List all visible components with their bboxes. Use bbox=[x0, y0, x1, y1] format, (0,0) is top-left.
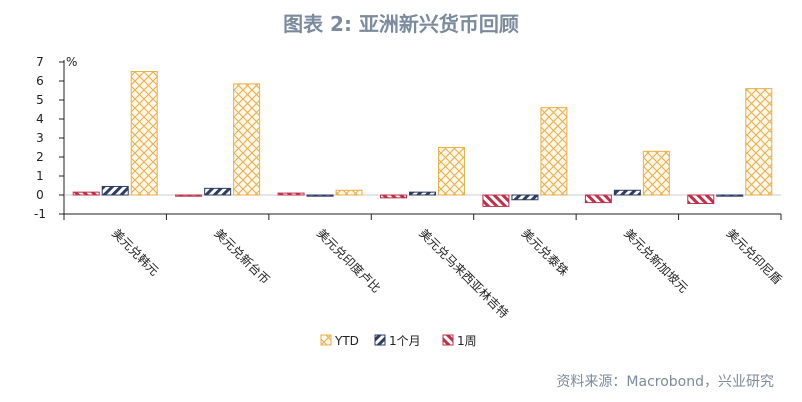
y-tick-label: 5 bbox=[36, 93, 44, 107]
legend-swatch-1个月 bbox=[374, 334, 386, 346]
legend-swatch-1周 bbox=[442, 334, 454, 346]
legend-label-YTD: YTD bbox=[334, 334, 359, 348]
legend-label-1周: 1周 bbox=[457, 334, 477, 348]
chart-title: 图表 2: 亚洲新兴货币回顾 bbox=[283, 12, 519, 36]
bar-1个月-美元兑印尼盾 bbox=[716, 194, 744, 197]
bar-1个月-美元兑泰铢 bbox=[511, 194, 539, 201]
y-tick-label: 7 bbox=[36, 55, 44, 69]
bar-1周-美元兑新加坡元 bbox=[584, 194, 612, 204]
y-tick-label: 2 bbox=[36, 150, 44, 164]
bar-YTD-美元兑泰铢 bbox=[540, 107, 568, 196]
bar-YTD-美元兑马来西亚林吉特 bbox=[438, 147, 465, 196]
y-tick-label: 1 bbox=[36, 169, 44, 183]
y-tick-label: 6 bbox=[36, 74, 44, 88]
x-tick-label: 美元兑韩元 bbox=[109, 226, 162, 279]
bar-1个月-美元兑韩元 bbox=[101, 185, 129, 196]
bar-YTD-美元兑韩元 bbox=[130, 71, 158, 196]
legend-swatch-YTD bbox=[320, 334, 332, 346]
source-note: 资料来源：Macrobond，兴业研究 bbox=[556, 374, 774, 390]
bar-YTD-美元兑印度卢比 bbox=[335, 189, 363, 196]
y-tick-label: -1 bbox=[34, 207, 46, 221]
x-tick-label: 美元兑印尼盾 bbox=[724, 226, 785, 287]
bar-YTD-美元兑新台币 bbox=[233, 83, 261, 196]
y-axis-unit: % bbox=[66, 55, 77, 69]
bar-1周-美元兑马来西亚林吉特 bbox=[380, 194, 407, 199]
bar-1个月-美元兑印度卢比 bbox=[306, 194, 334, 197]
bar-YTD-美元兑印尼盾 bbox=[745, 88, 773, 196]
bar-1周-美元兑泰铢 bbox=[482, 194, 510, 207]
bar-1周-美元兑印尼盾 bbox=[687, 194, 715, 205]
y-tick-label: 4 bbox=[36, 112, 44, 126]
x-tick-label: 美元兑泰铢 bbox=[519, 226, 572, 279]
x-tick-label: 美元兑印度卢比 bbox=[314, 226, 384, 296]
y-tick-label: 3 bbox=[36, 131, 44, 145]
x-tick-label: 美元兑新加坡元 bbox=[621, 226, 691, 296]
legend-label-1个月: 1个月 bbox=[389, 334, 421, 348]
bar-YTD-美元兑新加坡元 bbox=[642, 150, 670, 196]
bar-1周-美元兑印度卢比 bbox=[277, 192, 305, 196]
bar-1周-美元兑新台币 bbox=[175, 194, 203, 197]
bar-1周-美元兑韩元 bbox=[72, 191, 100, 196]
bar-1个月-美元兑新加坡元 bbox=[613, 189, 641, 196]
bar-1个月-美元兑新台币 bbox=[204, 187, 232, 196]
x-tick-label: 美元兑新台币 bbox=[212, 226, 274, 288]
y-tick-label: 0 bbox=[36, 188, 44, 202]
x-tick-label: 美元兑马来西亚林吉特 bbox=[416, 226, 511, 321]
bar-1个月-美元兑马来西亚林吉特 bbox=[409, 191, 436, 196]
